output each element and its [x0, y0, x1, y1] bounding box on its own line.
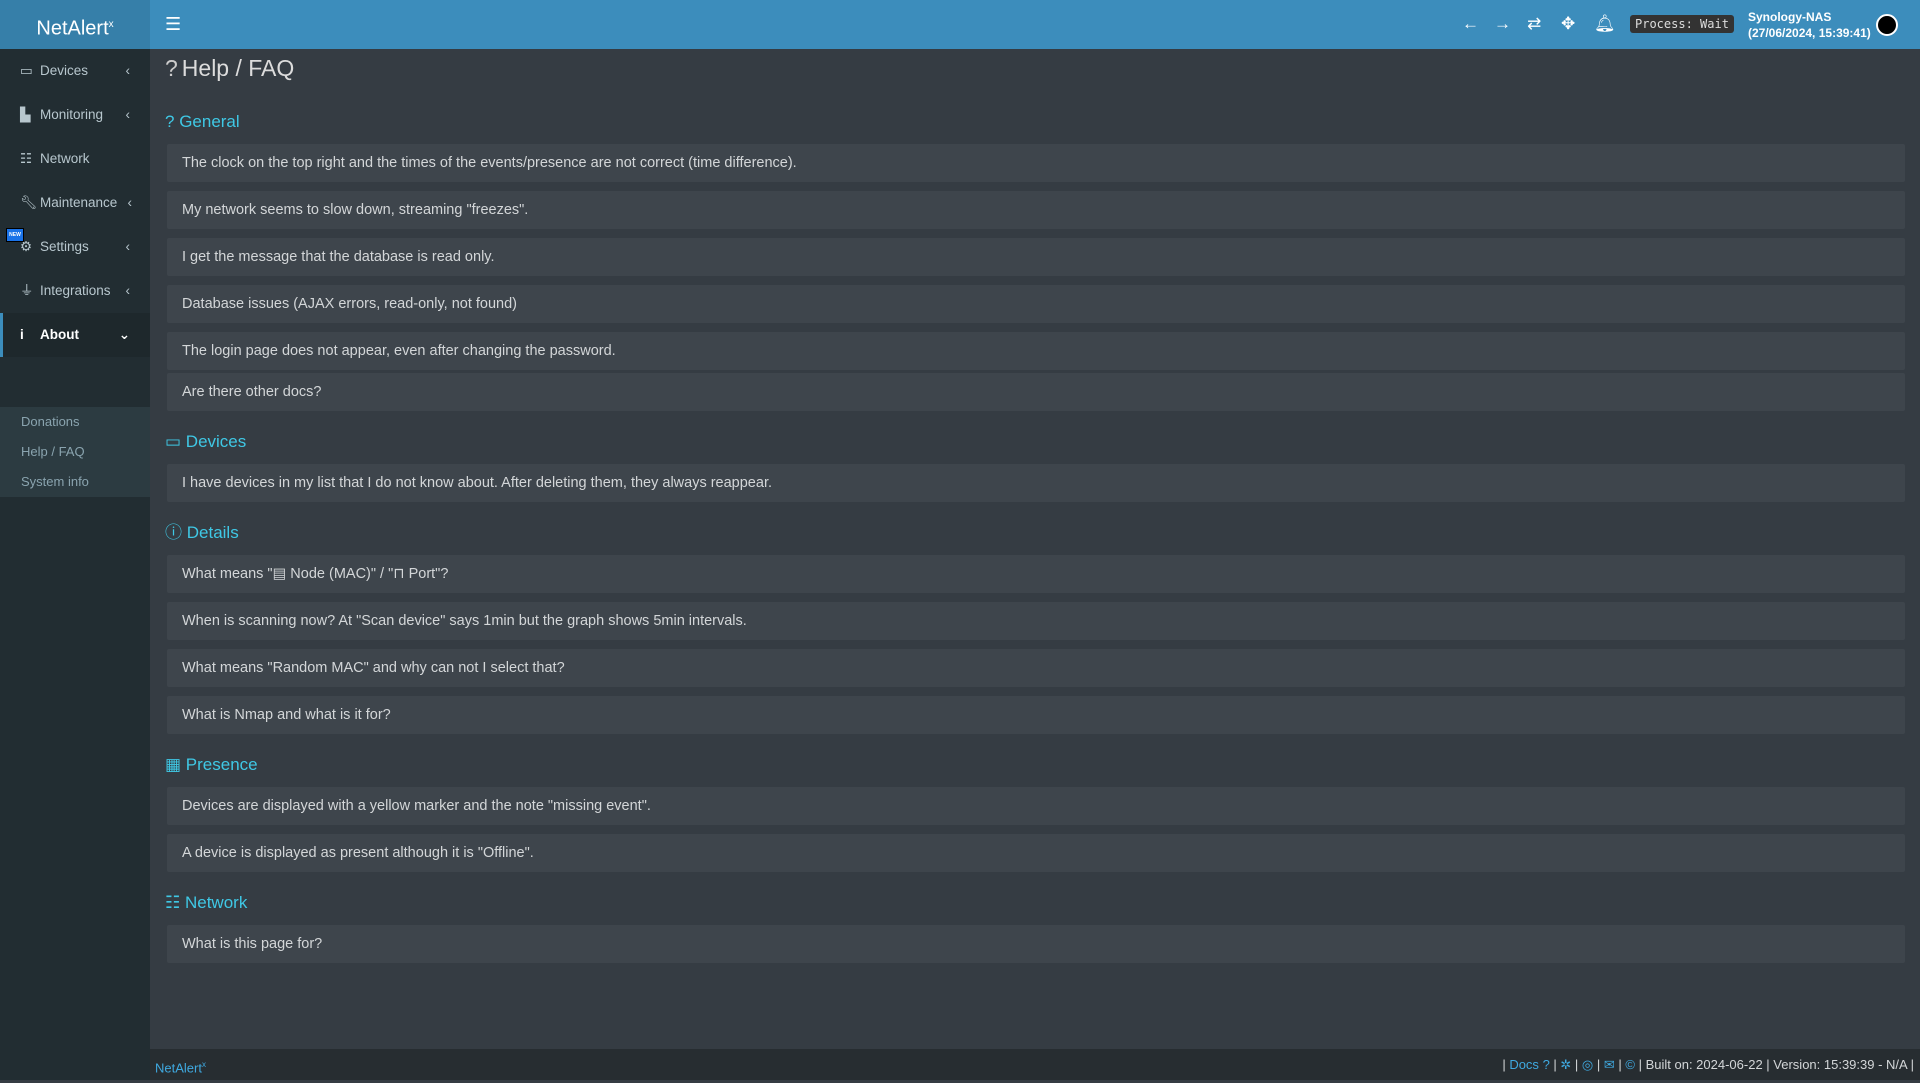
move-icon[interactable]: ✥ [1561, 14, 1576, 33]
footer: NetAlertx | Docs ? | ✲ | ◎ | ✉ | © | Bui… [150, 1049, 1920, 1080]
sidebar-item-devices[interactable]: ▭ Devices ‹ [0, 49, 150, 93]
laptop-icon: ▭ [165, 432, 186, 451]
main-content: ? Help / FAQ ? General The clock on the to… [165, 50, 1905, 972]
host-info: Synology-NAS (27/06/2024, 15:39:41) [1748, 9, 1871, 41]
back-icon[interactable]: ← [1462, 14, 1479, 33]
faq-question[interactable]: What is this page for? [167, 925, 1905, 963]
host-name: Synology-NAS [1748, 10, 1832, 24]
section-heading-presence: ▦ Presence [165, 743, 1905, 787]
faq-question[interactable]: What means "▤ Node (MAC)" / "⊓ Port"? [167, 555, 1905, 593]
page-title: ? Help / FAQ [165, 50, 1905, 100]
page-title-text: Help / FAQ [181, 55, 295, 81]
faq-question[interactable]: A device is displayed as present althoug… [167, 834, 1905, 872]
chevron-left-icon: ‹ [127, 195, 133, 210]
section-title: General [179, 112, 240, 131]
copyright-icon[interactable]: © [1625, 1057, 1635, 1072]
question-icon: ? [165, 55, 178, 81]
faq-question[interactable]: The login page does not appear, even aft… [167, 332, 1905, 370]
help-circle-icon[interactable]: ? [1542, 1057, 1550, 1072]
sidebar-item-about[interactable]: i About ⌄ [0, 313, 150, 357]
laptop-icon: ▭ [20, 63, 33, 78]
faq-question[interactable]: The clock on the top right and the times… [167, 144, 1905, 182]
submenu-help-faq[interactable]: Help / FAQ [21, 444, 85, 459]
faq-question[interactable]: What is Nmap and what is it for? [167, 696, 1905, 734]
chevron-left-icon: ‹ [125, 239, 131, 254]
footer-brand[interactable]: NetAlertx [155, 1049, 206, 1083]
faq-question[interactable]: Are there other docs? [167, 373, 1905, 411]
faq-question[interactable]: I get the message that the database is r… [167, 238, 1905, 276]
menu-toggle-icon[interactable]: ☰ [165, 14, 182, 34]
section-title: Presence [185, 755, 258, 774]
sidebar-item-network[interactable]: ☷ Network [0, 137, 150, 181]
built-date: Built on: 2024-06-22 [1645, 1057, 1763, 1072]
section-heading-details: ⓘ Details [165, 511, 1905, 555]
faq-question[interactable]: Devices are displayed with a yellow mark… [167, 787, 1905, 825]
sidebar-item-monitoring[interactable]: ▙ Monitoring ‹ [0, 93, 150, 137]
chevron-left-icon: ‹ [125, 107, 131, 122]
faq-question[interactable]: Database issues (AJAX errors, read-only,… [167, 285, 1905, 323]
chart-icon: ▙ [20, 107, 31, 122]
section-title: Network [184, 893, 248, 912]
sidebar-item-label: Maintenance [40, 195, 118, 210]
faq-question[interactable]: When is scanning now? At "Scan device" s… [167, 602, 1905, 640]
refresh-icon[interactable]: ⇄ [1527, 14, 1542, 33]
sidebar-item-label: Settings [40, 239, 89, 254]
docs-link[interactable]: Docs [1509, 1057, 1539, 1072]
about-submenu: Donations Help / FAQ System info [0, 407, 150, 497]
sidebar-item-label: Monitoring [40, 107, 104, 122]
network-icon: ☷ [165, 893, 185, 912]
sidebar-item-label: Network [40, 151, 90, 166]
footer-brand-sup: x [201, 1060, 206, 1069]
github-icon[interactable]: ◎ [1581, 1057, 1594, 1072]
section-heading-devices: ▭ Devices [165, 420, 1905, 464]
submenu-donations[interactable]: Donations [21, 414, 80, 429]
section-title: Details [186, 523, 239, 542]
info-icon: i [20, 327, 24, 342]
question-icon: ? [165, 112, 180, 131]
section-title: Devices [185, 432, 247, 451]
footer-brand-text: NetAlert [155, 1060, 202, 1076]
mail-icon[interactable]: ✉ [1603, 1057, 1615, 1072]
version: Version: 15:39:39 - N/A [1773, 1057, 1907, 1072]
sidebar: ▭ Devices ‹ ▙ Monitoring ‹ ☷ Network 🔧︎ Mainte… [0, 49, 150, 1080]
calendar-icon: ▦ [165, 755, 186, 774]
logo-text: NetAlert [36, 17, 109, 40]
chevron-left-icon: ‹ [125, 63, 131, 78]
user-avatar[interactable] [1876, 14, 1898, 36]
network-icon: ☷ [20, 151, 33, 166]
submenu-system-info[interactable]: System info [21, 474, 89, 489]
sidebar-item-label: About [40, 327, 79, 342]
process-status: Process: Wait [1630, 15, 1734, 33]
sidebar-item-maintenance[interactable]: 🔧︎ Maintenance ‹ [0, 181, 150, 225]
wrench-icon: 🔧︎ [20, 195, 38, 210]
footer-info: | Docs ? | ✲ | ◎ | ✉ | © | Built on: 202… [1502, 1057, 1914, 1072]
plug-icon: ⏚ [20, 283, 34, 298]
info-circle-icon: ⓘ [165, 523, 187, 542]
bell-icon[interactable]: 🔔︎ [1594, 14, 1616, 33]
section-heading-general: ? General [165, 100, 1905, 144]
new-badge: NEW [6, 228, 24, 242]
logo-sup: x [108, 19, 114, 30]
chevron-left-icon: ‹ [125, 283, 131, 298]
gear-icon: ⚙ [20, 239, 33, 254]
chevron-down-icon: ⌄ [118, 327, 130, 342]
app-logo[interactable]: NetAlertx [0, 0, 150, 49]
faq-question[interactable]: I have devices in my list that I do not … [167, 464, 1905, 502]
top-navbar: NetAlertx ☰ ← → ⇄ ✥ 🔔︎ Process: Wait Syn… [0, 0, 1920, 49]
sidebar-item-integrations[interactable]: ⏚ Integrations ‹ [0, 269, 150, 313]
sidebar-item-label: Integrations [40, 283, 111, 298]
forward-icon[interactable]: → [1494, 14, 1511, 33]
faq-question[interactable]: What means "Random MAC" and why can not … [167, 649, 1905, 687]
bug-icon[interactable]: ✲ [1560, 1057, 1572, 1072]
section-heading-network: ☷ Network [165, 881, 1905, 925]
sidebar-item-label: Devices [40, 63, 89, 78]
host-datetime: (27/06/2024, 15:39:41) [1748, 26, 1871, 40]
faq-question[interactable]: My network seems to slow down, streaming… [167, 191, 1905, 229]
sidebar-item-settings[interactable]: ⚙ Settings ‹ [0, 225, 150, 269]
